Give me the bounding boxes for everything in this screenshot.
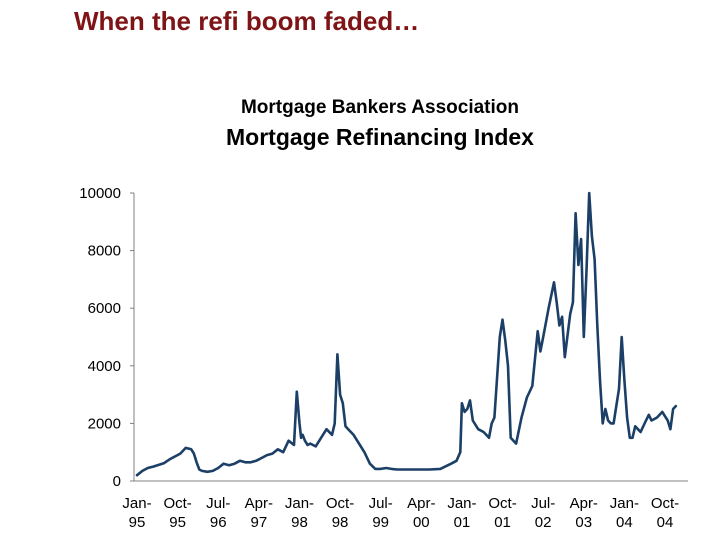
x-tick-label: Apr- xyxy=(245,495,273,512)
x-tick-label: Jan- xyxy=(610,495,639,512)
x-ticks: Jan- 95 Oct- 95 Jul- 96 Apr- 97 Jan- 98 Oct- 98 Jul-… xyxy=(122,495,679,531)
x-tick-label: 96 xyxy=(210,514,227,531)
y-axis: 0 2000 4000 6000 8000 10000 xyxy=(79,185,135,490)
x-tick-label: 04 xyxy=(616,514,633,531)
x-tick-label: Jan- xyxy=(285,495,314,512)
x-tick-label: Jul- xyxy=(531,495,555,512)
x-tick-label: Oct- xyxy=(163,495,191,512)
y-tick-label: 0 xyxy=(113,473,121,490)
x-tick-label: Jan- xyxy=(447,495,476,512)
x-tick-label: 04 xyxy=(657,514,674,531)
chart-subtitle: Mortgage Refinancing Index xyxy=(226,124,534,150)
x-tick-label: 02 xyxy=(535,514,552,531)
y-ticks: 0 2000 4000 6000 8000 10000 xyxy=(79,185,134,490)
x-axis: Jan- 95 Oct- 95 Jul- 96 Apr- 97 Jan- 98 Oct- 98 Jul-… xyxy=(122,480,688,531)
y-tick-label: 4000 xyxy=(88,358,121,375)
x-tick-label: Jul- xyxy=(369,495,393,512)
x-tick-label: 00 xyxy=(413,514,430,531)
y-tick-label: 8000 xyxy=(88,243,121,260)
x-tick-label: Apr- xyxy=(570,495,598,512)
x-tick-label: 01 xyxy=(494,514,511,531)
plot-area xyxy=(135,191,678,477)
y-tick-label: 2000 xyxy=(88,415,121,432)
x-tick-label: Jul- xyxy=(206,495,230,512)
x-tick-label: 97 xyxy=(251,514,268,531)
x-tick-label: Oct- xyxy=(326,495,354,512)
x-tick-label: Apr- xyxy=(407,495,435,512)
slide-title: When the refi boom faded… xyxy=(74,6,420,36)
x-tick-label: Oct- xyxy=(488,495,516,512)
chart-title: Mortgage Bankers Association xyxy=(241,97,519,118)
x-tick-label: 01 xyxy=(454,514,471,531)
x-tick-label: 99 xyxy=(372,514,389,531)
y-tick-label: 6000 xyxy=(88,300,121,317)
x-tick-label: 03 xyxy=(575,514,592,531)
x-tick-label: 95 xyxy=(169,514,186,531)
x-tick-label: Jan- xyxy=(122,495,151,512)
series-line xyxy=(135,191,678,477)
x-tick-label: Oct- xyxy=(651,495,679,512)
x-tick-label: 98 xyxy=(332,514,349,531)
x-tick-label: 98 xyxy=(291,514,308,531)
x-tick-label: 95 xyxy=(129,514,146,531)
y-tick-label: 10000 xyxy=(79,185,121,202)
